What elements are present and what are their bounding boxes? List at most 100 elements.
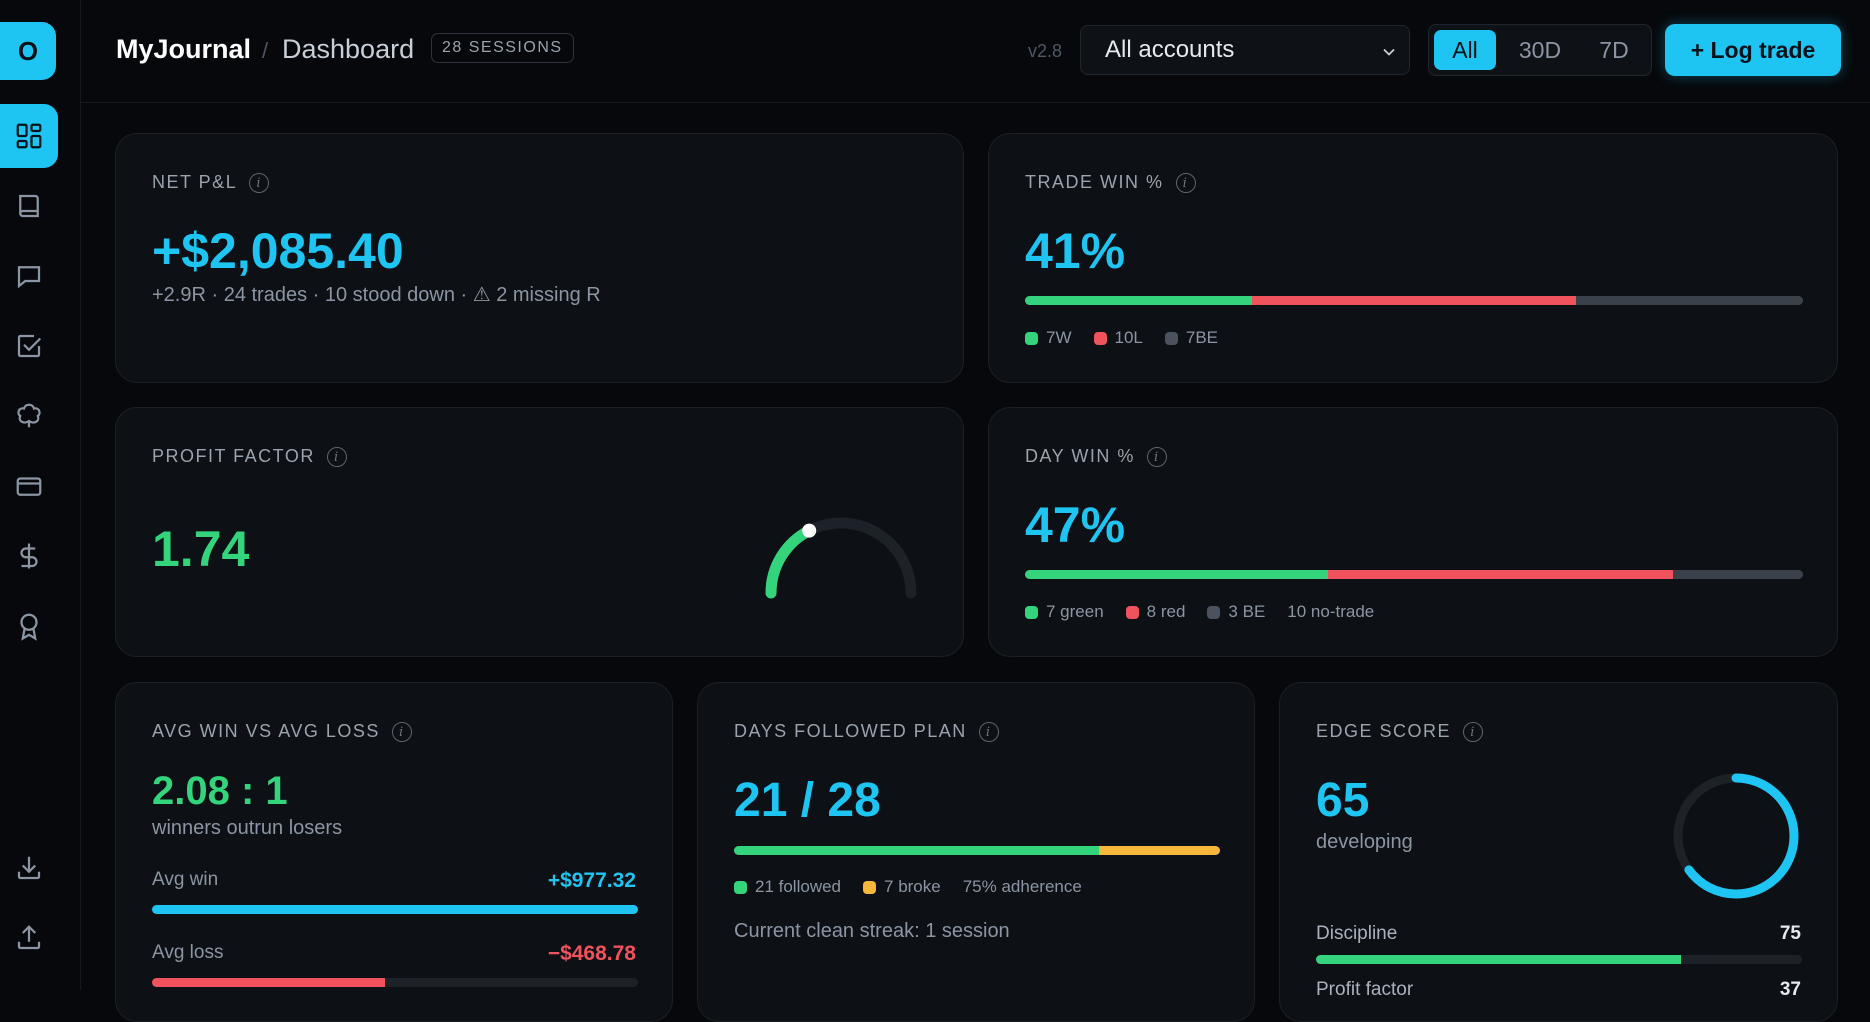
trade-win-bar <box>1025 296 1803 305</box>
day-win-legend: 7 green 8 red 3 BE 10 no-trade <box>1025 602 1396 622</box>
day-win-value: 47% <box>1025 497 1126 553</box>
day-win-bar-green <box>1025 570 1328 579</box>
edge-row-profit-value: 37 <box>1779 979 1801 1000</box>
account-select[interactable]: All accounts <box>1080 25 1410 75</box>
plan-card: DAYS FOLLOWED PLAN i 21 / 28 21 followed … <box>697 682 1255 1022</box>
card-icon <box>16 477 42 496</box>
legend-green-days: 7 green <box>1025 602 1104 622</box>
info-icon[interactable]: i <box>978 721 999 742</box>
book-icon <box>19 194 39 218</box>
legend-adherence: 75% adherence <box>962 877 1082 896</box>
nav-payouts[interactable] <box>0 524 58 588</box>
info-icon[interactable]: i <box>1175 172 1196 193</box>
plan-streak: Current clean streak: 1 session <box>734 920 1010 942</box>
gauge-track <box>765 517 917 599</box>
page-title: Dashboard <box>282 34 415 64</box>
checklist-icon <box>17 334 42 358</box>
avg-loss-bar-fill <box>152 978 386 987</box>
info-icon[interactable]: i <box>326 446 347 467</box>
legend-wins: 7W <box>1025 328 1072 348</box>
nav-export[interactable] <box>0 836 58 900</box>
nav-achievements[interactable] <box>0 594 58 658</box>
avg-win-bar-fill <box>152 905 638 914</box>
day-win-title: DAY WIN % i <box>1025 446 1167 467</box>
plan-bar-followed <box>734 846 1099 855</box>
plan-title-text: DAYS FOLLOWED PLAN <box>734 721 967 741</box>
trade-win-card: TRADE WIN % i 41% 7W 10L 7BE <box>988 133 1838 383</box>
net-pnl-value: +$2,085.40 <box>152 223 404 279</box>
nav-checklist[interactable] <box>0 314 58 378</box>
award-icon <box>20 613 38 641</box>
plan-title: DAYS FOLLOWED PLAN i <box>734 721 999 742</box>
legend-be-days: 3 BE <box>1207 602 1265 622</box>
avg-ratio-value: 2.08 : 1 <box>152 769 288 813</box>
plan-value: 21 / 28 <box>734 774 881 827</box>
avg-win-value: +$977.32 <box>547 869 636 892</box>
nav-journal[interactable] <box>0 174 58 238</box>
legend-broke: 7 broke <box>863 877 941 897</box>
profit-factor-title-text: PROFIT FACTOR <box>152 446 315 466</box>
edge-score-card: EDGE SCORE i 65 developing Discipline 75 … <box>1279 682 1838 1022</box>
brand-title[interactable]: MyJournal <box>116 34 252 64</box>
trade-win-bar-losses <box>1251 296 1577 305</box>
day-win-bar-red <box>1327 570 1674 579</box>
legend-red-days: 8 red <box>1125 602 1185 622</box>
day-win-card: DAY WIN % i 47% 7 green 8 red 3 BE 10 no-… <box>988 407 1838 657</box>
profit-factor-value: 1.74 <box>152 521 250 577</box>
net-pnl-card: NET P&L i +$2,085.40 +2.9R · 24 trades · … <box>115 133 964 383</box>
logo-letter: O <box>17 35 39 66</box>
upload-icon <box>17 925 41 950</box>
edge-row-discipline-label: Discipline <box>1316 923 1398 944</box>
trade-win-bar-be <box>1576 296 1803 305</box>
profit-factor-card: PROFIT FACTOR i 1.74 <box>115 407 964 657</box>
trade-win-title: TRADE WIN % i <box>1025 172 1196 193</box>
edge-row-profit-label: Profit factor <box>1316 979 1414 1000</box>
edge-discipline-bar-fill <box>1316 955 1681 964</box>
nav-import[interactable] <box>0 906 58 970</box>
edge-subtitle: developing <box>1316 831 1413 853</box>
download-icon <box>17 856 41 880</box>
plan-bar-broke <box>1098 846 1220 855</box>
legend-followed: 21 followed <box>734 877 841 897</box>
avg-ratio-subtitle: winners outrun losers <box>152 817 343 839</box>
version-label: v2.8 <box>1028 41 1063 61</box>
info-icon[interactable]: i <box>391 721 412 742</box>
edge-score-ring <box>1673 773 1799 899</box>
day-win-bar <box>1025 570 1803 579</box>
info-icon[interactable]: i <box>1463 721 1484 742</box>
nav-dashboard[interactable] <box>0 104 58 168</box>
day-win-bar-be <box>1673 570 1803 579</box>
avg-win-loss-card: AVG WIN VS AVG LOSS i 2.08 : 1 winners ou… <box>115 682 673 1022</box>
range-30d[interactable]: 30D <box>1518 37 1562 63</box>
day-win-title-text: DAY WIN % <box>1025 446 1135 466</box>
plan-legend: 21 followed 7 broke 75% adherence <box>734 877 1104 897</box>
range-7d[interactable]: 7D <box>1599 37 1629 63</box>
range-all[interactable]: All <box>1434 30 1496 70</box>
legend-losses: 10L <box>1093 328 1143 348</box>
avg-win-bar <box>152 905 638 914</box>
legend-no-trade: 10 no-trade <box>1287 602 1375 621</box>
avg-loss-label: Avg loss <box>152 942 224 963</box>
log-trade-button[interactable]: + Log trade <box>1665 24 1841 76</box>
edge-title: EDGE SCORE i <box>1316 721 1484 742</box>
gauge-fill <box>765 525 815 599</box>
avg-loss-bar <box>152 978 638 987</box>
dashboard-icon <box>16 123 42 149</box>
nav-accounts[interactable] <box>0 454 58 518</box>
topbar: MyJournal / Dashboard 28 SESSIONS v2.8 A… <box>80 0 1870 103</box>
sidebar: O <box>0 0 81 990</box>
sessions-badge: 28 SESSIONS <box>431 33 574 63</box>
trade-win-title-text: TRADE WIN % <box>1025 172 1164 192</box>
trade-win-value: 41% <box>1025 223 1126 279</box>
net-pnl-title-text: NET P&L <box>152 172 238 192</box>
nav-notes[interactable] <box>0 244 58 308</box>
info-icon[interactable]: i <box>1146 446 1167 467</box>
info-icon[interactable]: i <box>249 172 270 193</box>
nav-strategies[interactable] <box>0 384 58 448</box>
avg-win-loss-title: AVG WIN VS AVG LOSS i <box>152 721 412 742</box>
app-logo[interactable]: O <box>0 22 56 80</box>
account-select-value: All accounts <box>1105 36 1235 63</box>
edge-row-discipline-value: 75 <box>1779 923 1801 944</box>
edge-title-text: EDGE SCORE <box>1316 721 1452 741</box>
net-pnl-title: NET P&L i <box>152 172 270 193</box>
